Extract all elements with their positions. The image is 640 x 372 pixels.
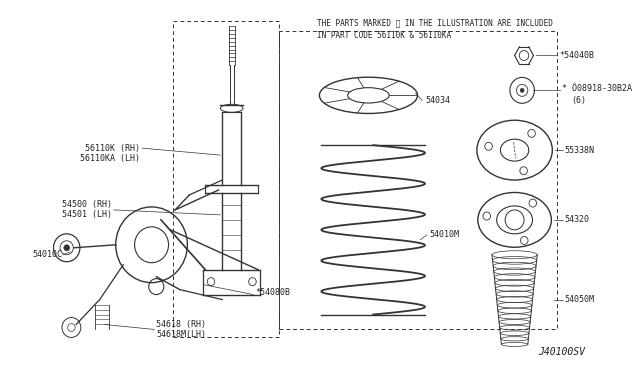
Text: *54040B: *54040B: [559, 51, 594, 60]
Text: THE PARTS MARKED ※ IN THE ILLUSTRATION ARE INCLUDED: THE PARTS MARKED ※ IN THE ILLUSTRATION A…: [317, 19, 552, 28]
Text: 55338N: 55338N: [564, 145, 595, 155]
Text: J40100SV: J40100SV: [538, 347, 586, 357]
Text: 54618 (RH): 54618 (RH): [156, 320, 206, 329]
Text: 54010C: 54010C: [32, 250, 62, 259]
Text: 54320: 54320: [564, 215, 589, 224]
Bar: [279, 31, 557, 330]
Text: 54501 (LH): 54501 (LH): [62, 211, 112, 219]
Text: 54050M: 54050M: [564, 295, 595, 304]
Text: 56110K (RH): 56110K (RH): [85, 144, 140, 153]
Text: (6): (6): [571, 96, 586, 105]
Text: 54500 (RH): 54500 (RH): [62, 201, 112, 209]
Text: 56110KA (LH): 56110KA (LH): [80, 154, 140, 163]
Text: * Ô08918-30B2A: * Ô08918-30B2A: [562, 84, 632, 93]
Text: 54034: 54034: [425, 96, 450, 105]
Circle shape: [520, 89, 524, 92]
Text: 54618M(LH): 54618M(LH): [156, 330, 206, 339]
Text: 54010M: 54010M: [429, 230, 460, 239]
Text: IN PART CODE 56110K & 56110KA: IN PART CODE 56110K & 56110KA: [317, 31, 451, 39]
Bar: [173, 20, 279, 337]
Circle shape: [64, 245, 70, 251]
Text: *54080B: *54080B: [255, 288, 291, 297]
